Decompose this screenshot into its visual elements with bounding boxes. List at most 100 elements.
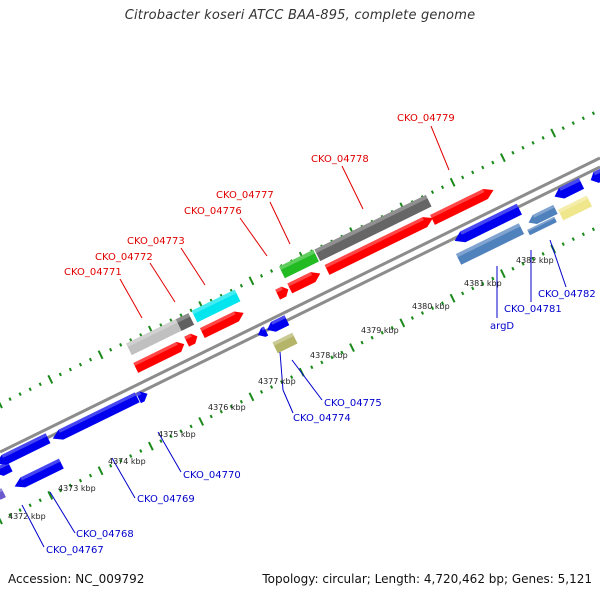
gene-blue-tiny-body[interactable]	[256, 326, 269, 340]
gene-cko-04776-highlight	[275, 286, 283, 293]
gene-label-cko-04779[interactable]: CKO_04779	[397, 113, 455, 124]
gene-blue-top-right[interactable]	[552, 178, 585, 202]
gene-cko-04770-body[interactable]	[50, 392, 140, 443]
gene-label-cko-04775[interactable]: CKO_04775	[324, 398, 382, 409]
gene-cko-04778[interactable]	[314, 194, 432, 262]
gene-label-cko-04770[interactable]: CKO_04770	[183, 470, 241, 481]
gene-label-cko-04773[interactable]: CKO_04773	[127, 236, 185, 247]
gene-label-cko-04772[interactable]: CKO_04772	[95, 252, 153, 263]
gene-red-row-a-body[interactable]	[133, 339, 186, 373]
gene-cko-04774[interactable]	[272, 332, 298, 354]
gene-argd[interactable]	[455, 223, 525, 265]
gene-label-cko-04769[interactable]: CKO_04769	[137, 494, 195, 505]
minor-tick	[521, 261, 525, 266]
minor-tick	[521, 145, 525, 150]
gene-cko-04782[interactable]	[557, 195, 593, 221]
minor-tick	[139, 333, 143, 337]
gene-cko-04770[interactable]	[50, 392, 140, 443]
gene-blue-head-a[interactable]	[136, 389, 150, 404]
minor-tick	[179, 429, 183, 434]
backbone-outer-line	[0, 156, 600, 454]
gene-blue-long-body[interactable]	[452, 203, 522, 246]
gene-cko-04779-body[interactable]	[430, 185, 496, 225]
gene-red-row-e-body[interactable]	[324, 213, 436, 275]
gene-label-cko-04777[interactable]: CKO_04777	[216, 190, 274, 201]
gene-cko-04778-body[interactable]	[314, 194, 432, 262]
gene-cko-04771-body[interactable]	[125, 318, 183, 356]
gene-cko-04773[interactable]	[191, 289, 241, 323]
gene-label-cko-04781[interactable]: CKO_04781	[504, 304, 562, 315]
minor-tick	[561, 126, 565, 130]
gene-label-cko-04778[interactable]: CKO_04778	[311, 154, 369, 165]
gene-cko-04775-body[interactable]	[265, 315, 290, 335]
minor-tick	[440, 301, 445, 306]
gene-cko-04768[interactable]	[12, 458, 64, 492]
gene-red-row-e[interactable]	[324, 213, 436, 275]
gene-purple-edge[interactable]	[0, 488, 6, 500]
minor-tick	[531, 256, 535, 261]
gene-blue-edge-right[interactable]	[588, 168, 600, 186]
major-tick	[198, 416, 205, 426]
gene-cko-04773-body[interactable]	[191, 289, 241, 323]
gene-cko-04776[interactable]	[275, 284, 291, 300]
gene-cko-04779[interactable]	[430, 185, 496, 225]
gene-cko-04781-b[interactable]	[527, 216, 557, 236]
gene-blue-long[interactable]	[452, 203, 522, 246]
gene-cko-04781-body[interactable]	[526, 204, 558, 227]
minor-tick	[581, 232, 585, 237]
gene-argd-body[interactable]	[455, 223, 525, 265]
minor-tick	[360, 340, 364, 345]
gene-cko-04781-b-body[interactable]	[527, 216, 557, 236]
gene-label-cko-04776[interactable]: CKO_04776	[184, 206, 242, 217]
gene-label-argd[interactable]: argD	[490, 321, 514, 332]
gene-blue-left-edge-body[interactable]	[0, 461, 13, 479]
gene-cko-04781[interactable]	[526, 204, 558, 227]
gene-blue-edge-right-body[interactable]	[588, 168, 600, 186]
gene-cko-04779-highlight	[430, 189, 485, 218]
gene-cko-04771[interactable]	[125, 318, 183, 356]
gene-cko-04777-body[interactable]	[279, 249, 319, 279]
gene-red-row-d[interactable]	[287, 269, 322, 294]
gene-label-cko-04768[interactable]: CKO_04768	[76, 529, 134, 540]
gene-cko-04775[interactable]	[265, 315, 290, 335]
gene-blue-top-right-body[interactable]	[552, 178, 585, 202]
gene-purple-edge-body[interactable]	[0, 488, 6, 500]
gene-cko-04772[interactable]	[175, 313, 195, 331]
minor-tick	[561, 242, 565, 246]
minor-tick	[129, 338, 133, 342]
minor-tick	[259, 390, 264, 394]
gene-red-row-b-body[interactable]	[184, 331, 200, 347]
gene-cko-04769[interactable]	[0, 433, 51, 468]
gene-red-row-c[interactable]	[199, 308, 246, 339]
gene-red-row-e-highlight	[324, 217, 424, 268]
minor-tick	[481, 165, 485, 170]
gene-cko-04772-body[interactable]	[175, 313, 195, 331]
gene-blue-tiny[interactable]	[256, 326, 269, 340]
gene-label-cko-04782[interactable]: CKO_04782	[538, 289, 596, 300]
minor-tick	[269, 269, 274, 273]
gene-cko-04782-body[interactable]	[557, 195, 593, 221]
gene-red-row-b[interactable]	[184, 331, 200, 347]
gene-red-row-c-body[interactable]	[199, 308, 246, 339]
minor-tick	[461, 175, 465, 180]
gene-label-cko-04767[interactable]: CKO_04767	[46, 545, 104, 556]
gene-cko-04768-body[interactable]	[12, 458, 64, 492]
gene-cko-04774-body[interactable]	[272, 332, 298, 354]
major-tick	[248, 392, 255, 402]
gene-red-row-a[interactable]	[133, 339, 186, 373]
minor-tick	[18, 392, 22, 397]
minor-tick	[159, 439, 163, 444]
leader-cko-04770	[157, 431, 182, 473]
gene-red-row-d-body[interactable]	[287, 269, 322, 294]
gene-cko-04776-body[interactable]	[275, 284, 291, 300]
minor-tick	[88, 473, 93, 478]
minor-tick	[440, 185, 445, 190]
gene-label-cko-04774[interactable]: CKO_04774	[293, 413, 351, 424]
gene-blue-head-a-body[interactable]	[136, 389, 150, 404]
leader-cko-04773	[180, 247, 206, 286]
gene-cko-04781-b-highlight	[527, 216, 555, 232]
gene-cko-04769-body[interactable]	[0, 433, 51, 468]
gene-cko-04777[interactable]	[279, 249, 319, 279]
gene-label-cko-04771[interactable]: CKO_04771	[64, 267, 122, 278]
